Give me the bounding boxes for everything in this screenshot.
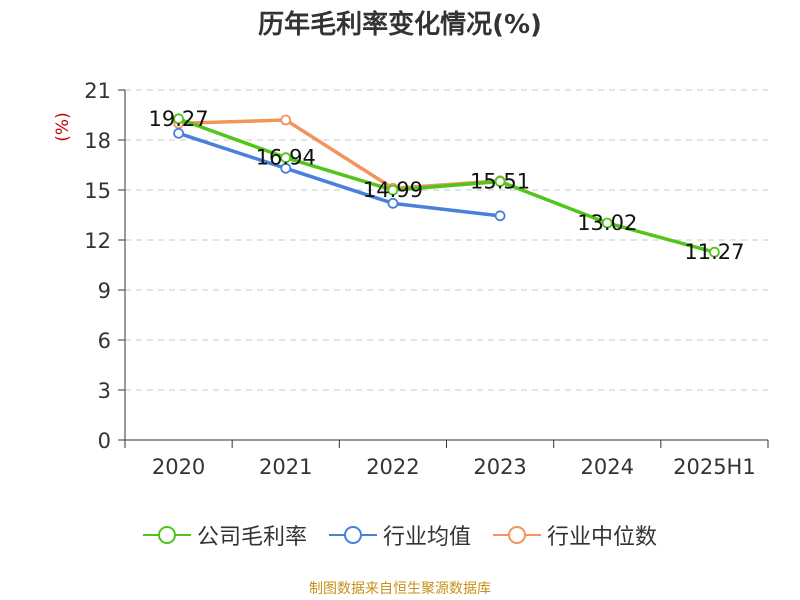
- series-line: [176, 131, 502, 218]
- legend-item[interactable]: 行业中位数: [493, 519, 657, 551]
- data-point: [601, 217, 613, 229]
- legend-label: 行业均值: [382, 525, 471, 550]
- data-point: [173, 127, 184, 139]
- y-axis-label: (%): [53, 112, 73, 141]
- data-label: 16.94: [256, 146, 316, 170]
- data-point: [709, 246, 720, 258]
- x-tick-label: 2021: [259, 455, 312, 479]
- data-label: 11.27: [684, 240, 744, 264]
- legend-marker-icon: [493, 526, 541, 544]
- legend-item[interactable]: 公司毛利率: [142, 519, 307, 551]
- x-tick-label: 2025H1: [673, 455, 756, 479]
- data-point: [494, 176, 506, 187]
- legend-marker-icon: [328, 526, 377, 544]
- data-point: [387, 184, 399, 196]
- y-tick-label: 6: [98, 329, 111, 353]
- series-line: [176, 117, 717, 254]
- data-label: 15.51: [470, 170, 530, 194]
- source-note: 制图数据来自恒生聚源数据库: [309, 581, 491, 597]
- y-tick-label: 21: [84, 79, 111, 103]
- x-tick-label: 2022: [366, 455, 419, 479]
- x-tick-label: 2023: [473, 455, 526, 479]
- data-label: 13.02: [577, 211, 637, 235]
- y-tick-label: 9: [98, 279, 111, 303]
- legend: 公司毛利率 行业均值 行业中位数: [0, 519, 800, 551]
- data-point: [280, 152, 292, 164]
- y-tick-label: 18: [84, 129, 111, 153]
- data-point: [494, 210, 506, 222]
- chart-title: 历年毛利率变化情况(%): [258, 10, 542, 40]
- data-point: [387, 197, 399, 209]
- legend-label: 公司毛利率: [196, 525, 307, 550]
- series-line: [176, 118, 502, 191]
- x-tick-label: 2024: [581, 455, 634, 479]
- y-tick-label: 0: [98, 429, 111, 453]
- data-label: 14.99: [363, 178, 423, 202]
- y-tick-label: 15: [84, 179, 111, 203]
- legend-item[interactable]: 行业均值: [328, 519, 471, 551]
- data-point: [173, 113, 184, 125]
- data-point: [280, 114, 292, 126]
- legend-label: 行业中位数: [547, 525, 658, 550]
- y-tick-label: 3: [98, 379, 111, 403]
- y-tick-label: 12: [84, 229, 111, 253]
- data-label: 19.27: [149, 107, 209, 131]
- legend-marker-icon: [142, 526, 191, 544]
- data-point: [280, 162, 292, 174]
- x-tick-label: 2020: [152, 455, 205, 479]
